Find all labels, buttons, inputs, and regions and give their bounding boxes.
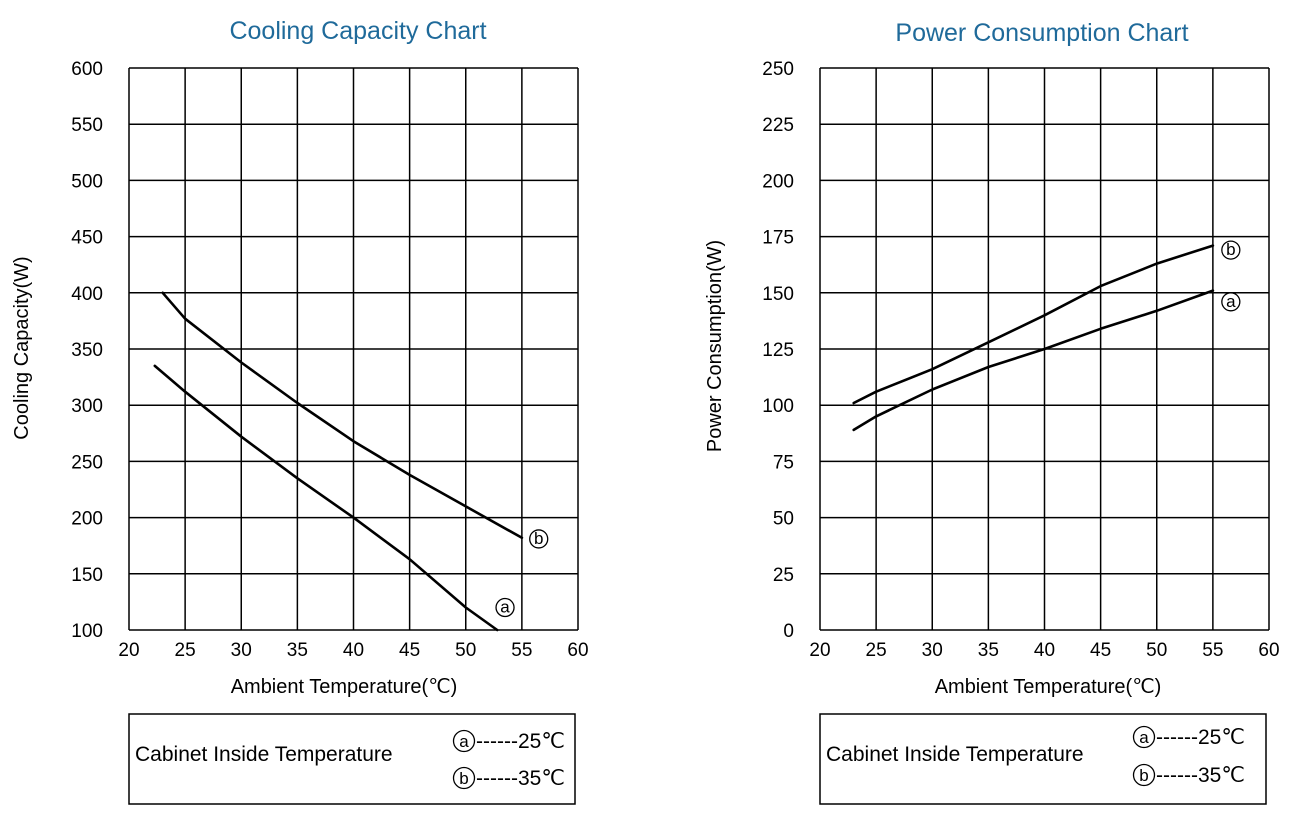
- tick-labels: 20 25 30 35 40 45 50 55 60 0 25 50 75 100 125 150 175 200…: [762, 59, 1279, 661]
- y-tick-label: 100: [762, 396, 794, 417]
- y-tick-label: 175: [762, 228, 794, 249]
- legend-entry-text: ------35℃: [476, 767, 565, 790]
- x-tick-label: 35: [287, 640, 308, 661]
- plot-grid: [128, 67, 579, 631]
- marker-circle: [495, 597, 515, 618]
- series-lines: [852, 244, 1215, 432]
- series-marker-a: a: [495, 597, 515, 618]
- marker-letter: a: [1226, 292, 1236, 311]
- legend-marker-b: b: [459, 769, 468, 788]
- y-tick-label: 100: [71, 621, 103, 642]
- x-tick-label: 30: [231, 640, 252, 661]
- y-tick-label: 200: [762, 171, 794, 192]
- marker-letter: b: [534, 529, 543, 548]
- y-tick-label: 75: [773, 452, 794, 473]
- legend-title: Cabinet Inside Temperature: [826, 743, 1084, 766]
- series-line-b: [161, 291, 524, 540]
- legend-entry-a: a ------25℃: [1132, 725, 1245, 749]
- series-lines: [153, 291, 524, 632]
- x-tick-label: 25: [866, 640, 887, 661]
- marker-letter: b: [1226, 240, 1235, 259]
- x-axis-label: Ambient Temperature(℃): [935, 676, 1162, 698]
- legend-box: Cabinet Inside Temperature a ------25℃ b…: [128, 713, 576, 805]
- y-axis-label: Power Consumption(W): [704, 240, 726, 452]
- marker-letter: a: [500, 598, 510, 617]
- tick-labels: 20 25 30 35 40 45 50 55 60 100 150 200 250 300 350 400 4…: [71, 59, 588, 661]
- y-tick-label: 350: [71, 340, 103, 361]
- series-line-b: [852, 244, 1215, 405]
- x-tick-label: 60: [1258, 640, 1279, 661]
- series-markers: ab: [495, 529, 549, 618]
- series-line-a: [153, 364, 499, 632]
- y-tick-label: 400: [71, 284, 103, 305]
- x-tick-label: 60: [567, 640, 588, 661]
- y-tick-label: 0: [783, 621, 794, 642]
- plot-grid: [819, 67, 1270, 631]
- x-tick-label: 40: [343, 640, 364, 661]
- legend-entry-text: ------25℃: [476, 730, 565, 753]
- legend-entry-a: a ------25℃: [452, 729, 565, 753]
- y-tick-label: 225: [762, 115, 794, 136]
- x-tick-label: 55: [1202, 640, 1223, 661]
- chart-title: Cooling Capacity Chart: [229, 17, 486, 45]
- x-tick-label: 35: [978, 640, 999, 661]
- x-tick-label: 40: [1034, 640, 1055, 661]
- legend-title: Cabinet Inside Temperature: [135, 743, 393, 766]
- y-tick-label: 25: [773, 565, 794, 586]
- x-axis-label: Ambient Temperature(℃): [231, 676, 458, 698]
- series-marker-a: a: [1221, 292, 1241, 312]
- power-consumption-chart: Power Consumption Chart Ambient Temperat…: [704, 19, 1280, 805]
- legend-marker-a: a: [1139, 728, 1149, 747]
- x-tick-label: 50: [455, 640, 476, 661]
- series-markers: ab: [1221, 240, 1241, 312]
- legend-entry-text: ------25℃: [1156, 726, 1245, 749]
- legend-marker-a: a: [459, 732, 469, 751]
- marker-circle: [1221, 240, 1241, 260]
- x-tick-label: 50: [1146, 640, 1167, 661]
- x-tick-label: 45: [1090, 640, 1111, 661]
- series-marker-b: b: [1221, 240, 1241, 260]
- legend-entry-b: b ------35℃: [452, 766, 565, 790]
- y-tick-label: 300: [71, 396, 103, 417]
- x-tick-label: 20: [118, 640, 139, 661]
- y-tick-label: 125: [762, 340, 794, 361]
- legend-entry-text: ------35℃: [1156, 764, 1245, 787]
- y-tick-label: 600: [71, 59, 103, 80]
- x-tick-label: 45: [399, 640, 420, 661]
- x-tick-label: 25: [175, 640, 196, 661]
- marker-circle: [529, 529, 549, 549]
- y-tick-label: 250: [762, 59, 794, 80]
- y-tick-label: 250: [71, 452, 103, 473]
- chart-title: Power Consumption Chart: [895, 19, 1188, 47]
- y-tick-label: 500: [71, 171, 103, 192]
- series-line-a: [852, 289, 1215, 432]
- marker-circle: [1221, 292, 1241, 312]
- y-tick-label: 150: [762, 284, 794, 305]
- y-axis-label: Cooling Capacity(W): [11, 256, 33, 439]
- series-marker-b: b: [529, 529, 549, 549]
- x-tick-label: 30: [922, 640, 943, 661]
- legend-box: Cabinet Inside Temperature a ------25℃ b…: [819, 713, 1267, 805]
- y-tick-label: 50: [773, 509, 794, 530]
- legend-marker-b: b: [1139, 766, 1148, 785]
- legend-entry-b: b ------35℃: [1132, 763, 1245, 787]
- x-tick-label: 20: [809, 640, 830, 661]
- y-tick-label: 550: [71, 115, 103, 136]
- x-tick-label: 55: [511, 640, 532, 661]
- y-tick-label: 200: [71, 509, 103, 530]
- y-tick-label: 450: [71, 228, 103, 249]
- y-tick-label: 150: [71, 565, 103, 586]
- cooling-capacity-chart: Cooling Capacity Chart Ambient Temperatu…: [11, 17, 589, 805]
